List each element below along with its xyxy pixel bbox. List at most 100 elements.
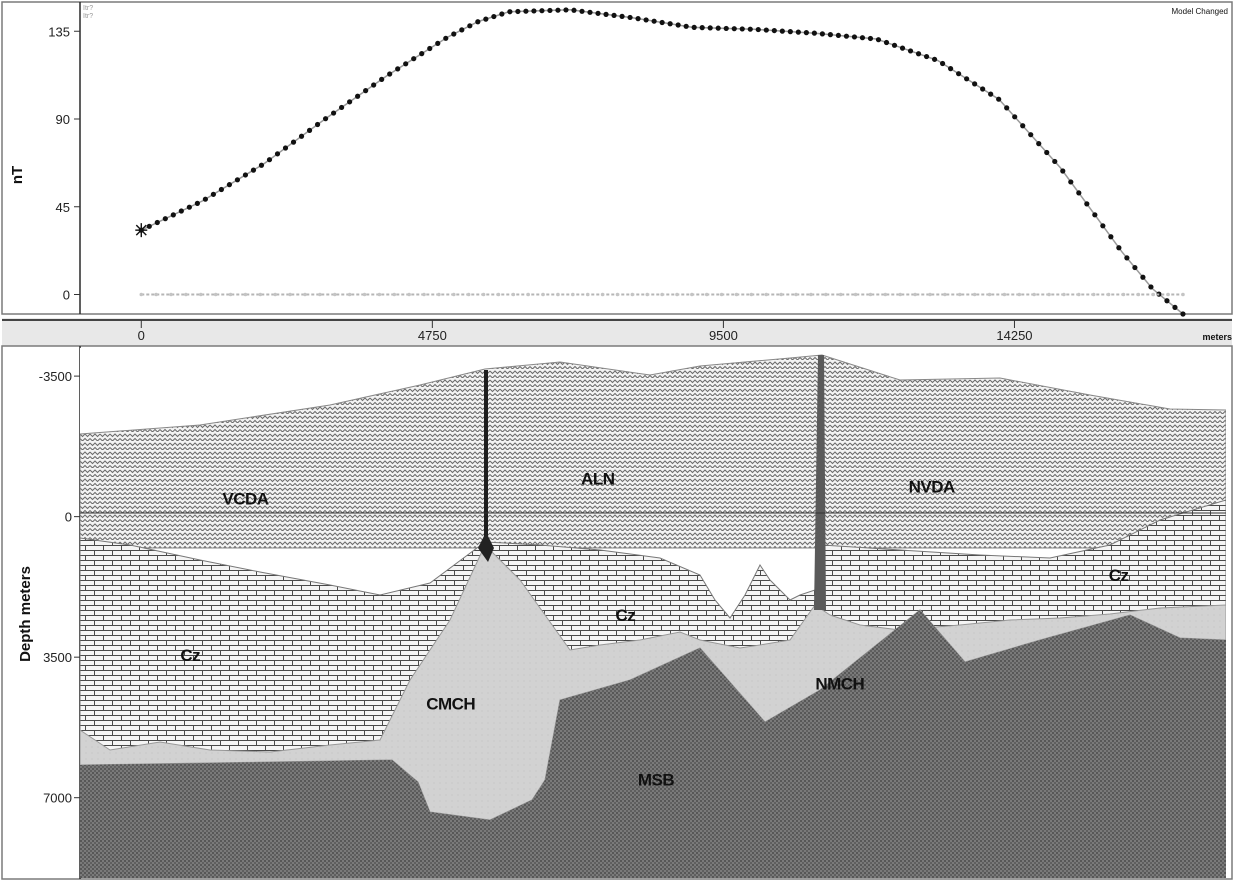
anomaly-observed-point bbox=[883, 39, 890, 46]
anomaly-observed-point bbox=[170, 212, 176, 218]
anomaly-baseline-point bbox=[184, 292, 188, 297]
anomaly-observed-point bbox=[956, 71, 962, 77]
anomaly-baseline-point bbox=[496, 292, 501, 297]
anomaly-observed-point bbox=[683, 23, 689, 29]
distance-ticks: 0 4750 9500 14250 bbox=[138, 320, 1033, 343]
anomaly-observed-point bbox=[162, 216, 168, 222]
anomaly-baseline-point bbox=[585, 292, 590, 297]
anomaly-observed-point bbox=[739, 26, 745, 32]
anomaly-baseline-point bbox=[675, 292, 679, 297]
anomaly-series bbox=[135, 7, 1186, 317]
anomaly-observed-point bbox=[843, 33, 850, 39]
anomaly-observed-point bbox=[1180, 311, 1186, 317]
anomaly-baseline-point bbox=[704, 292, 709, 297]
anomaly-baseline-point bbox=[764, 292, 769, 297]
anomaly-observed-point bbox=[210, 191, 216, 197]
anomaly-observed-point bbox=[154, 219, 160, 226]
anomaly-observed-point bbox=[915, 51, 922, 57]
anomaly-observed-point bbox=[258, 162, 265, 168]
anomaly-observed-point bbox=[939, 60, 946, 67]
anomaly-baseline-point bbox=[838, 292, 843, 297]
anomaly-observed-point bbox=[619, 13, 625, 19]
anomaly-baseline-point bbox=[154, 292, 158, 297]
anomaly-observed-point bbox=[947, 66, 954, 72]
anomaly-baseline-point bbox=[824, 292, 828, 297]
anomaly-y-tick-label: 0 bbox=[63, 288, 70, 303]
distance-tick-label: 0 bbox=[138, 328, 145, 343]
body-msb bbox=[80, 610, 1226, 878]
anomaly-baseline-point bbox=[451, 292, 456, 297]
anomaly-baseline-point bbox=[481, 292, 486, 297]
anomaly-observed-point bbox=[1028, 132, 1034, 138]
anomaly-observed-point bbox=[715, 25, 721, 31]
anomaly-observed-point bbox=[779, 28, 785, 34]
anomaly-baseline-point bbox=[868, 292, 873, 297]
anomaly-baseline-point bbox=[1166, 292, 1170, 297]
anomaly-observed-point bbox=[1036, 141, 1042, 147]
anomaly-baseline-point bbox=[1091, 292, 1096, 297]
anomaly-baseline-point bbox=[600, 292, 605, 297]
anomaly-observed-point bbox=[875, 37, 882, 43]
anomaly-observed-point bbox=[1084, 201, 1090, 207]
anomaly-observed-point bbox=[867, 35, 874, 42]
anomaly-baseline-point bbox=[690, 292, 694, 297]
anomaly-observed-point bbox=[795, 29, 801, 35]
distance-tick-label: 14250 bbox=[996, 328, 1032, 343]
anomaly-observed-point bbox=[555, 7, 561, 13]
anomaly-observed-point bbox=[803, 30, 809, 36]
unit-label-msb: MSB bbox=[638, 771, 675, 790]
anomaly-observed-point bbox=[891, 42, 898, 48]
anomaly-baseline-point bbox=[303, 292, 307, 297]
anomaly-observed-point bbox=[467, 23, 473, 29]
anomaly-baseline-point bbox=[1017, 292, 1022, 297]
anomaly-observed-point bbox=[483, 16, 489, 22]
anomaly-y-tick-label: 135 bbox=[48, 24, 70, 39]
anomaly-observed-point bbox=[1052, 158, 1058, 165]
anomaly-baseline-point bbox=[258, 292, 263, 297]
anomaly-observed-point bbox=[387, 71, 393, 77]
anomaly-observed-point bbox=[339, 104, 345, 111]
anomaly-baseline-point bbox=[318, 292, 322, 297]
section-bodies bbox=[80, 348, 1226, 878]
anomaly-observed-point bbox=[659, 19, 665, 26]
anomaly-baseline-point bbox=[169, 292, 173, 297]
anomaly-observed-point bbox=[1100, 223, 1106, 229]
anomaly-baseline-point bbox=[437, 292, 441, 297]
anomaly-baseline-point bbox=[987, 292, 992, 297]
anomaly-observed-point bbox=[523, 8, 529, 14]
anomaly-observed-point bbox=[907, 48, 914, 54]
unit-label-cz: Cz bbox=[1109, 566, 1129, 585]
anomaly-observed-point bbox=[363, 88, 369, 94]
anomaly-observed-point bbox=[234, 177, 241, 183]
depth-tick-label: -3500 bbox=[39, 369, 72, 384]
distance-axis-unit: meters bbox=[1202, 332, 1232, 342]
anomaly-observed-point bbox=[835, 32, 842, 39]
anomaly-observed-point bbox=[755, 26, 761, 33]
anomaly-observed-point bbox=[515, 8, 521, 15]
anomaly-baseline-point bbox=[1106, 292, 1111, 297]
dike-central bbox=[484, 370, 488, 548]
anomaly-baseline-point bbox=[1077, 292, 1081, 297]
anomaly-baseline-point bbox=[392, 292, 397, 297]
anomaly-observed-point bbox=[1108, 234, 1114, 240]
anomaly-baseline-point bbox=[1002, 292, 1007, 297]
unit-label-aln: ALN bbox=[581, 470, 615, 489]
anomaly-baseline-point bbox=[898, 292, 903, 297]
anomaly-observed-point bbox=[1172, 304, 1178, 310]
anomaly-observed-point bbox=[1012, 114, 1018, 120]
anomaly-baseline-point bbox=[1181, 292, 1185, 297]
anomaly-observed-point bbox=[1076, 190, 1082, 196]
depth-tick-label: 7000 bbox=[43, 791, 72, 806]
anomaly-observed-point bbox=[691, 24, 697, 30]
anomaly-observed-point bbox=[266, 157, 273, 163]
anomaly-baseline-point bbox=[719, 292, 724, 297]
anomaly-y-axis-label: nT bbox=[9, 166, 26, 184]
anomaly-baseline-point bbox=[556, 292, 560, 297]
anomaly-observed-point bbox=[306, 127, 313, 133]
anomaly-baseline-point bbox=[511, 292, 516, 297]
anomaly-baseline-point bbox=[943, 292, 947, 297]
anomaly-baseline-point bbox=[1136, 292, 1141, 297]
anomaly-observed-point bbox=[290, 139, 297, 145]
anomaly-observed-point bbox=[771, 27, 777, 34]
